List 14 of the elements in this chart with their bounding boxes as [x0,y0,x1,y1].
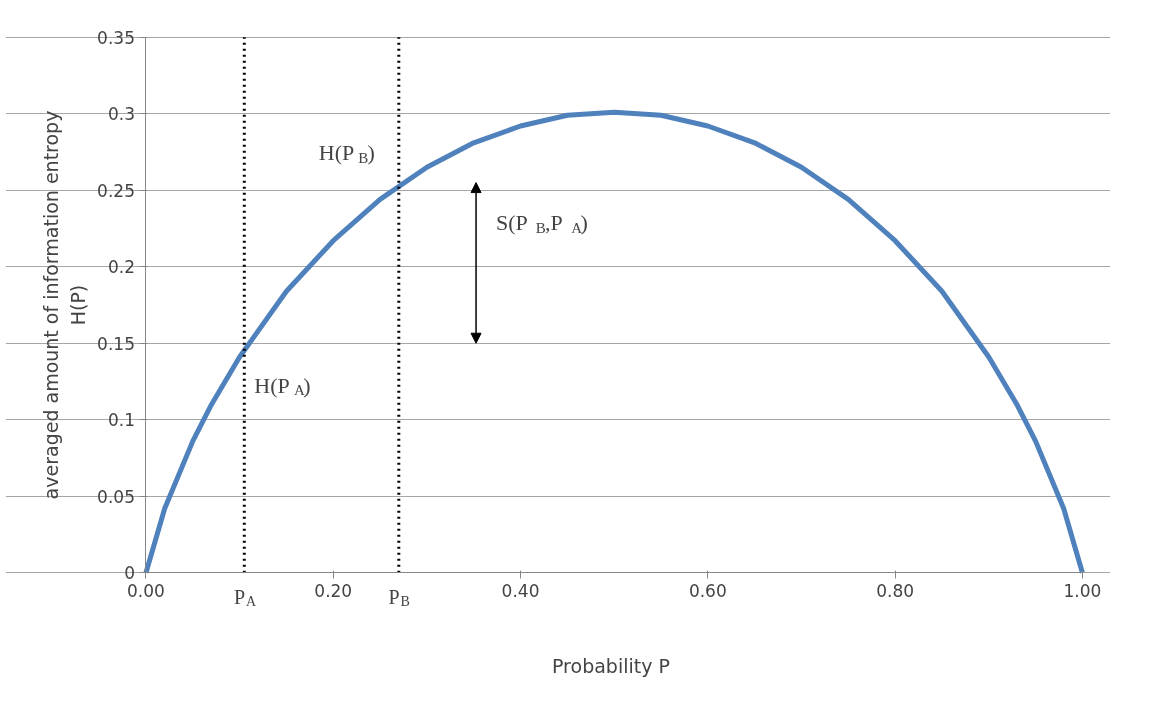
x-tick-label: 1.00 [1063,580,1102,601]
y-tick-label: 0.15 [97,333,135,354]
y-tick-label: 0.05 [97,486,135,507]
x-tick-label: 0.40 [501,580,540,601]
x-tick-label: 0.80 [876,580,915,601]
y-tick-label: 0.1 [107,410,135,431]
x-tick-label: 0.60 [688,580,727,601]
x-tick-label: 0.20 [314,580,353,601]
y-tick-label: 0.25 [97,180,135,201]
x-axis-title: Probability P [552,654,670,677]
y-tick-label: 0.3 [107,104,135,125]
y-axis-title: averaged amount of information entropy H(P) [40,110,89,500]
y-tick-label: 0.35 [97,27,135,48]
y-tick-label: 0.2 [107,257,135,278]
